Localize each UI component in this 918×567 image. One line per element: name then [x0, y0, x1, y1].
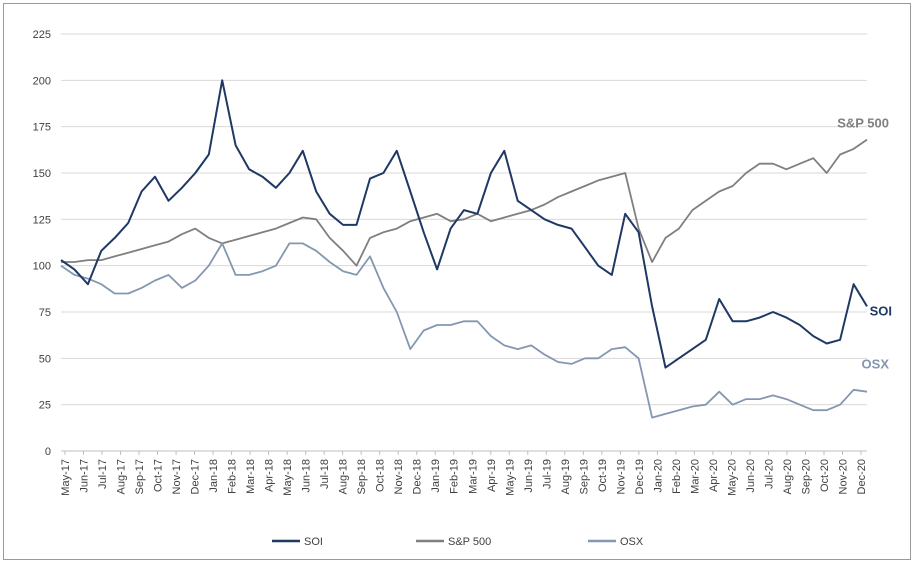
- series-line-osx: [60, 242, 868, 419]
- x-tick-label: Jul-20: [763, 459, 775, 489]
- x-tick-label: Sep-19: [578, 459, 590, 494]
- x-tick-label: May-17: [60, 459, 72, 496]
- x-tick-label: Oct-17: [153, 459, 165, 492]
- line-chart: 0 25 50 75 100 125 150 175 200 225 May-17 Jun-17 Ju…: [33, 29, 892, 548]
- gridlines: [61, 33, 867, 452]
- x-tick-label: Nov-17: [171, 459, 183, 494]
- x-tick-label: May-18: [282, 459, 294, 496]
- x-tick-label: Jan-20: [652, 459, 664, 493]
- x-tick-label: Aug-19: [560, 459, 572, 494]
- x-tick-label: Apr-20: [708, 459, 720, 492]
- x-tick-label: Dec-18: [412, 459, 424, 494]
- x-tick-label: Oct-19: [597, 459, 609, 492]
- x-tick-label: Jul-18: [319, 459, 331, 489]
- end-label-osx: OSX: [862, 357, 890, 372]
- y-tick-label: 100: [33, 261, 51, 273]
- y-tick-label: 75: [39, 307, 51, 319]
- x-tick-label: Aug-20: [782, 459, 794, 494]
- y-tick-label: 150: [33, 168, 51, 180]
- x-tick-label: Jan-19: [430, 459, 442, 493]
- end-label-sp500: S&P 500: [837, 116, 889, 131]
- x-tick-label: Oct-20: [819, 459, 831, 492]
- x-tick-label: Jan-18: [208, 459, 220, 493]
- y-tick-label: 175: [33, 122, 51, 134]
- x-tick-label: Oct-18: [375, 459, 387, 492]
- series-line-soi: [60, 79, 868, 369]
- y-axis-ticks: 0 25 50 75 100 125 150 175 200 225: [33, 29, 51, 458]
- x-tick-label: Mar-19: [467, 459, 479, 494]
- x-tick-label: Sep-17: [134, 459, 146, 494]
- y-tick-label: 0: [45, 446, 51, 458]
- x-tick-label: Apr-18: [264, 459, 276, 492]
- y-tick-label: 25: [39, 400, 51, 412]
- series-lines: [60, 79, 868, 419]
- x-tick-label: Aug-17: [116, 459, 128, 494]
- end-label-soi: SOI: [870, 303, 892, 318]
- series-end-labels: SOI S&P 500 OSX: [837, 116, 892, 372]
- x-tick-label: Jun-17: [79, 459, 91, 493]
- x-tick-label: Jun-19: [523, 459, 535, 493]
- x-tick-label: Nov-18: [393, 459, 405, 494]
- x-tick-label: Mar-18: [245, 459, 257, 494]
- chart-frame: 0 25 50 75 100 125 150 175 200 225 May-17 Jun-17 Ju…: [3, 3, 911, 560]
- legend: SOI S&P 500 OSX: [272, 536, 644, 548]
- x-tick-label: Sep-18: [356, 459, 368, 494]
- x-tick-label: Jun-20: [745, 459, 757, 493]
- legend-label: S&P 500: [448, 536, 491, 548]
- x-tick-label: Mar-20: [689, 459, 701, 494]
- x-tick-label: Nov-19: [615, 459, 627, 494]
- x-tick-label: Dec-17: [190, 459, 202, 494]
- y-tick-label: 125: [33, 214, 51, 226]
- x-tick-label: Dec-19: [634, 459, 646, 494]
- x-tick-label: Jun-18: [301, 459, 313, 493]
- x-tick-label: Dec-20: [856, 459, 868, 494]
- x-tick-label: Feb-19: [449, 459, 461, 494]
- x-tick-label: Jul-19: [541, 459, 553, 489]
- series-line-s-p-500: [61, 138, 868, 267]
- x-axis: May-17 Jun-17 Jul-17 Aug-17 Sep-17 Oct-17 Nov-…: [60, 451, 868, 496]
- y-tick-label: 225: [33, 29, 51, 41]
- x-tick-label: Feb-20: [671, 459, 683, 494]
- x-tick-label: Jul-17: [97, 459, 109, 489]
- x-tick-label: May-20: [726, 459, 738, 496]
- x-tick-label: Feb-18: [227, 459, 239, 494]
- x-tick-label: Apr-19: [486, 459, 498, 492]
- x-tick-label: Sep-20: [800, 459, 812, 494]
- y-tick-label: 50: [39, 353, 51, 365]
- y-tick-label: 200: [33, 75, 51, 87]
- legend-label: OSX: [620, 536, 644, 548]
- legend-label: SOI: [304, 536, 323, 548]
- x-tick-label: May-19: [504, 459, 516, 496]
- x-tick-label: Aug-18: [338, 459, 350, 494]
- x-tick-label: Nov-20: [837, 459, 849, 494]
